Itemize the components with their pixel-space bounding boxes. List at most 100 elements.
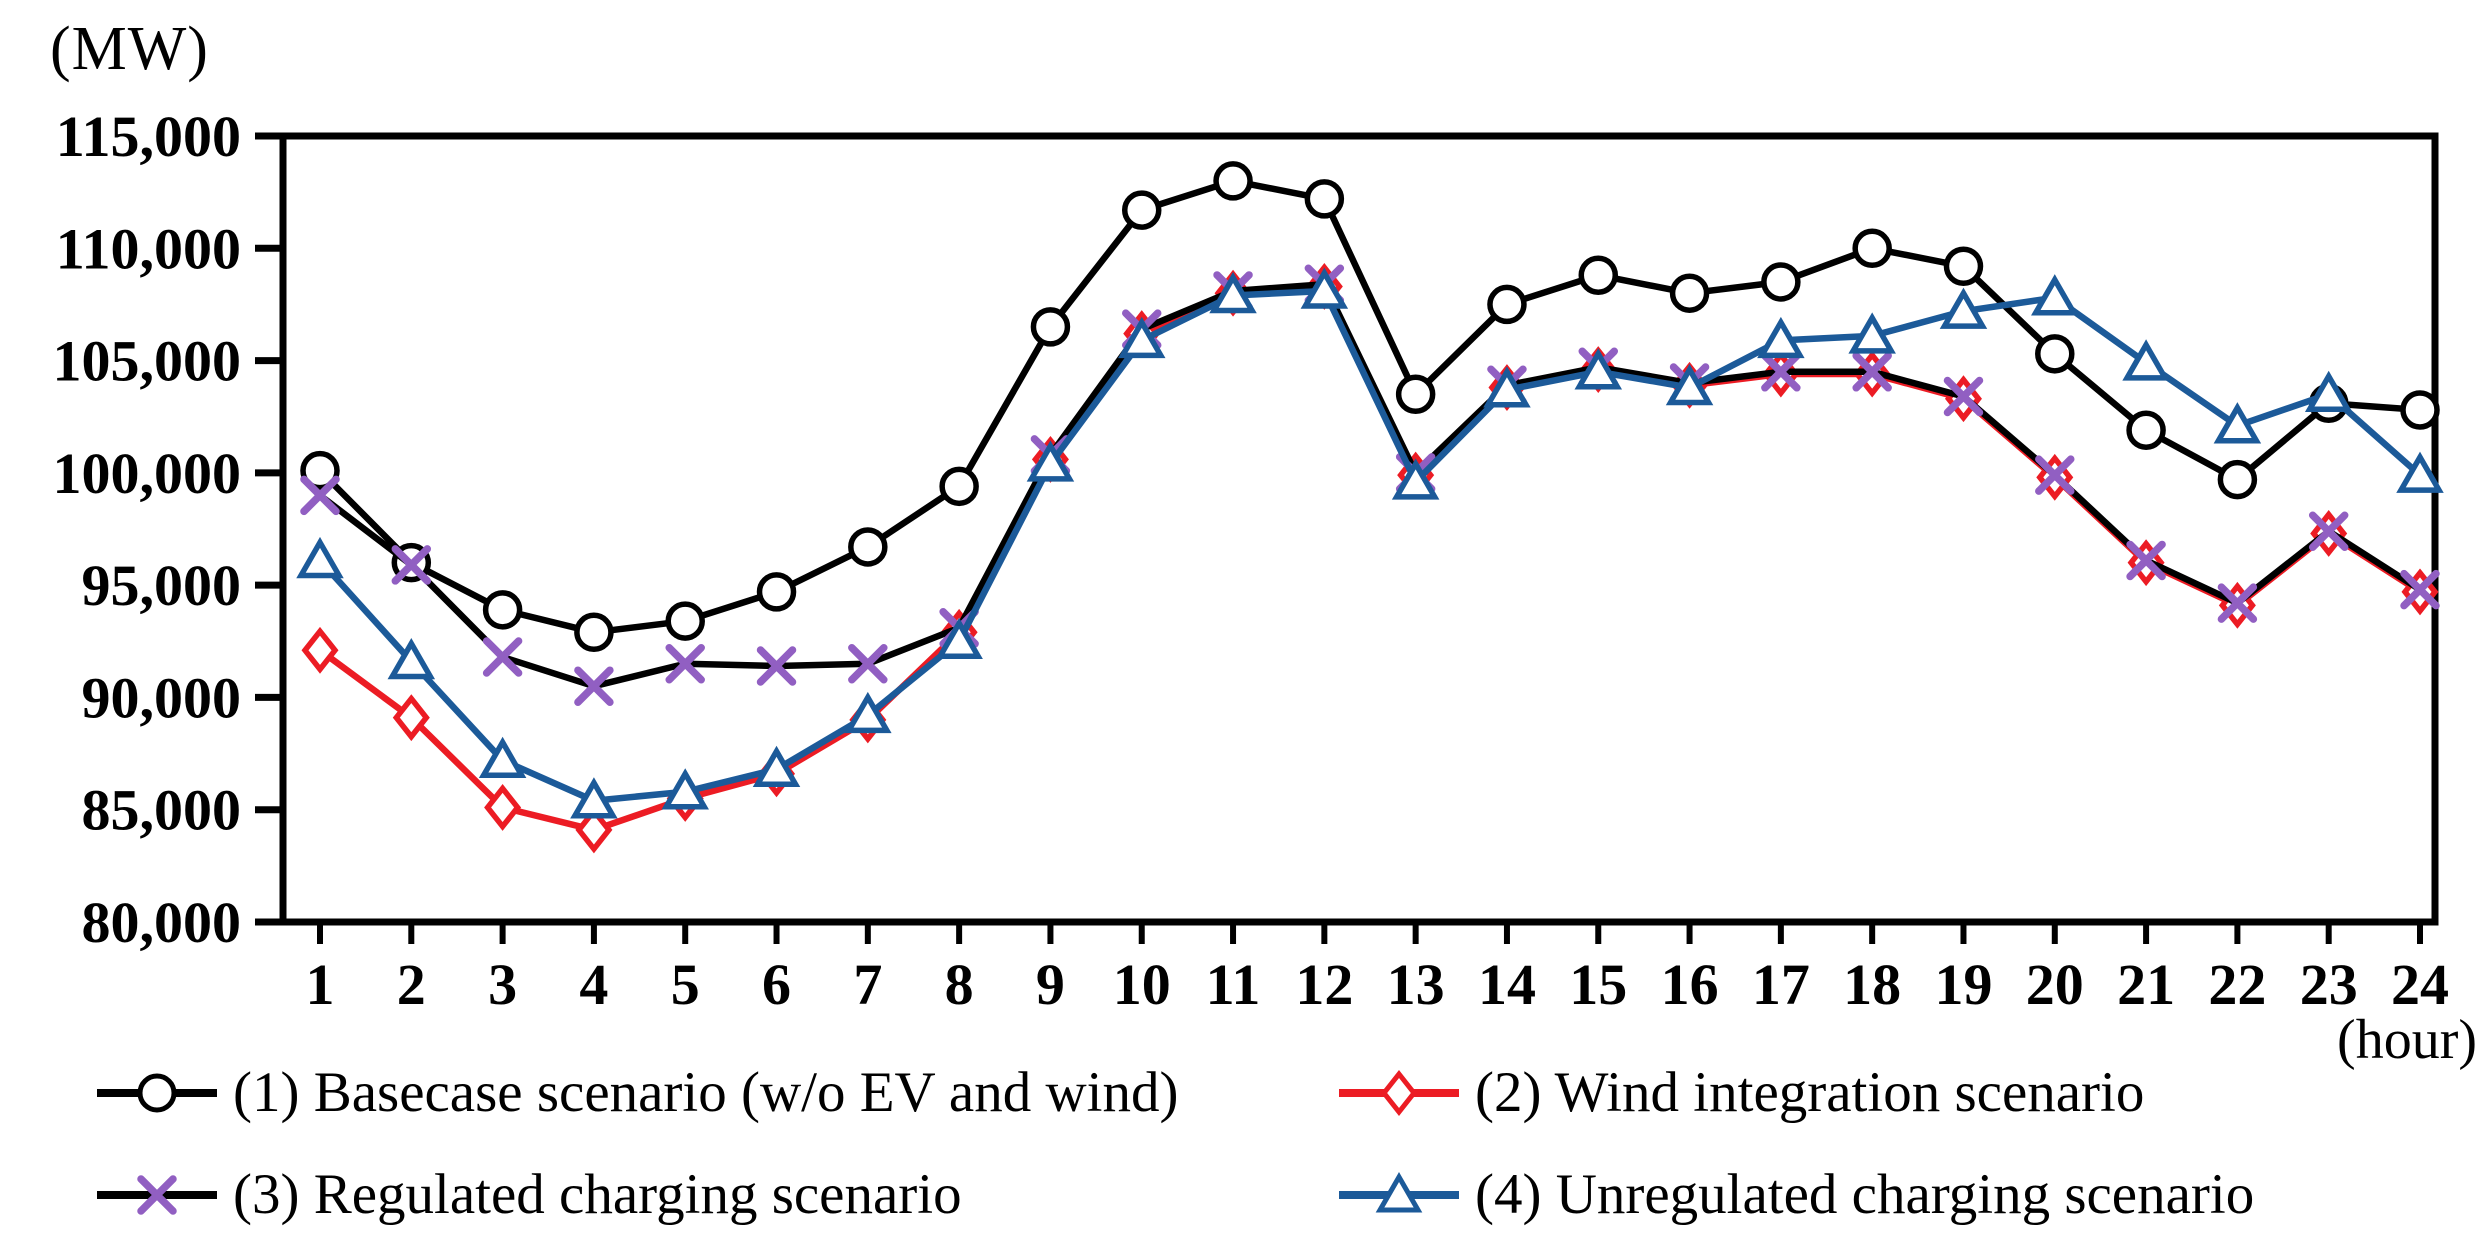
circle-marker-icon bbox=[1121, 190, 1162, 230]
chart-legend: (1) Basecase scenario (w/o EV and wind) … bbox=[0, 1048, 2483, 1247]
circle-marker-icon bbox=[1852, 228, 1892, 269]
triangle-marker-icon bbox=[2122, 339, 2170, 381]
legend-label-unregulated: (4) Unregulated charging scenario bbox=[1475, 1163, 2255, 1226]
legend-item-basecase: (1) Basecase scenario (w/o EV and wind) bbox=[95, 1060, 1178, 1125]
x-tick-label: 23 bbox=[2300, 952, 2358, 1017]
circle-marker-icon bbox=[137, 1073, 177, 1112]
x-tick-label: 24 bbox=[2391, 952, 2449, 1017]
circle-marker-icon bbox=[1578, 255, 1619, 295]
x-tick-label: 4 bbox=[579, 952, 608, 1017]
triangle-marker-icon bbox=[935, 617, 983, 660]
x-tick-label: 15 bbox=[1569, 952, 1627, 1017]
x-tick-label: 7 bbox=[853, 952, 882, 1017]
triangle-marker-icon bbox=[1117, 316, 1166, 359]
x-tick-label: 8 bbox=[945, 952, 974, 1017]
diamond-marker-icon bbox=[392, 694, 430, 742]
circle-marker-icon bbox=[2035, 334, 2075, 374]
legend-marker-unregulated-triangle-icon bbox=[1339, 1171, 1459, 1212]
series-line-wind bbox=[316, 283, 2424, 834]
triangle-marker-icon bbox=[1574, 348, 1623, 390]
diamond-marker-icon bbox=[484, 784, 522, 831]
x-marker-icon bbox=[574, 666, 614, 706]
circle-marker-icon bbox=[574, 612, 614, 653]
x-tick-label: 20 bbox=[2026, 952, 2084, 1017]
legend-label-basecase: (1) Basecase scenario (w/o EV and wind) bbox=[233, 1061, 1179, 1124]
x-tick-label: 3 bbox=[488, 952, 517, 1017]
y-tick-label: 80,000 bbox=[82, 890, 242, 955]
triangle-marker-icon bbox=[296, 536, 344, 579]
x-tick-label: 5 bbox=[671, 952, 700, 1017]
x-marker-icon bbox=[756, 646, 797, 686]
legend-label-regulated: (3) Regulated charging scenario bbox=[233, 1163, 962, 1226]
x-marker-icon bbox=[848, 643, 888, 684]
triangle-marker-icon bbox=[752, 745, 801, 788]
circle-marker-icon bbox=[1487, 284, 1527, 325]
circle-marker-icon bbox=[1030, 307, 1071, 347]
series-line-unregulated bbox=[316, 287, 2424, 804]
y-tick-label: 90,000 bbox=[82, 665, 242, 730]
triangle-marker-icon bbox=[1026, 440, 1075, 482]
x-tick-label: 9 bbox=[1036, 952, 1065, 1017]
circle-marker-icon bbox=[939, 466, 979, 507]
triangle-marker-icon bbox=[1483, 366, 1531, 408]
x-marker-icon bbox=[300, 475, 340, 516]
circle-marker-icon bbox=[665, 601, 705, 641]
x-marker-icon bbox=[2400, 569, 2440, 610]
triangle-marker-icon bbox=[2031, 274, 2079, 316]
x-marker-icon bbox=[2217, 583, 2258, 623]
legend-item-wind: (2) Wind integration scenario bbox=[1337, 1060, 2144, 1125]
triangle-marker-icon bbox=[1757, 316, 1805, 359]
y-tick-label: 85,000 bbox=[82, 778, 242, 843]
triangle-marker-icon bbox=[1300, 267, 1349, 309]
series-line-basecase bbox=[316, 177, 2424, 636]
circle-marker-icon bbox=[1761, 262, 1801, 302]
x-marker-icon bbox=[1943, 376, 1984, 417]
legend-marker-regulated-x-icon bbox=[97, 1174, 217, 1215]
x-tick-label: 13 bbox=[1387, 952, 1445, 1017]
circle-marker-icon bbox=[1304, 179, 1345, 219]
circle-marker-icon bbox=[482, 590, 523, 630]
x-marker-icon bbox=[1761, 352, 1801, 392]
x-tick-label: 12 bbox=[1295, 952, 1353, 1017]
triangle-marker-icon bbox=[1391, 458, 1440, 500]
circle-marker-icon bbox=[1943, 246, 1984, 287]
triangle-marker-icon bbox=[478, 736, 527, 779]
circle-marker-icon bbox=[848, 527, 888, 567]
triangle-marker-icon bbox=[1848, 312, 1896, 354]
y-tick-label: 115,000 bbox=[56, 104, 241, 169]
x-tick-label: 10 bbox=[1113, 952, 1171, 1017]
triangle-marker-icon bbox=[570, 777, 618, 819]
x-tick-label: 14 bbox=[1478, 952, 1536, 1017]
x-tick-label: 16 bbox=[1661, 952, 1719, 1017]
triangle-marker-icon bbox=[844, 691, 892, 734]
x-tick-label: 21 bbox=[2117, 952, 2175, 1017]
legend-marker-wind-diamond-icon bbox=[1339, 1069, 1459, 1116]
triangle-marker-icon bbox=[1665, 364, 1714, 406]
triangle-marker-icon bbox=[2304, 370, 2353, 413]
x-tick-label: 11 bbox=[1206, 952, 1261, 1017]
circle-marker-icon bbox=[2400, 390, 2440, 430]
legend-label-wind: (2) Wind integration scenario bbox=[1475, 1061, 2145, 1124]
x-tick-label: 19 bbox=[1934, 952, 1992, 1017]
circle-marker-icon bbox=[2217, 459, 2258, 500]
x-axis-unit-label: (hour) bbox=[2337, 1009, 2477, 1071]
triangle-marker-icon bbox=[387, 637, 436, 680]
x-marker-icon bbox=[665, 643, 705, 684]
triangle-marker-icon bbox=[661, 768, 709, 810]
diamond-marker-icon bbox=[1380, 1069, 1418, 1116]
circle-marker-icon bbox=[1213, 161, 1253, 201]
x-marker-icon bbox=[137, 1174, 177, 1215]
circle-marker-icon bbox=[1669, 273, 1710, 313]
circle-marker-icon bbox=[1395, 374, 1436, 415]
circle-marker-icon bbox=[756, 572, 797, 612]
diamond-marker-icon bbox=[575, 806, 613, 854]
legend-item-regulated: (3) Regulated charging scenario bbox=[95, 1162, 962, 1227]
legend-marker-basecase-circle-icon bbox=[97, 1073, 217, 1112]
triangle-marker-icon bbox=[2396, 451, 2444, 493]
x-marker-icon bbox=[2308, 511, 2349, 551]
y-tick-label: 110,000 bbox=[56, 216, 241, 281]
triangle-marker-icon bbox=[1939, 287, 1988, 329]
x-tick-label: 18 bbox=[1843, 952, 1901, 1017]
